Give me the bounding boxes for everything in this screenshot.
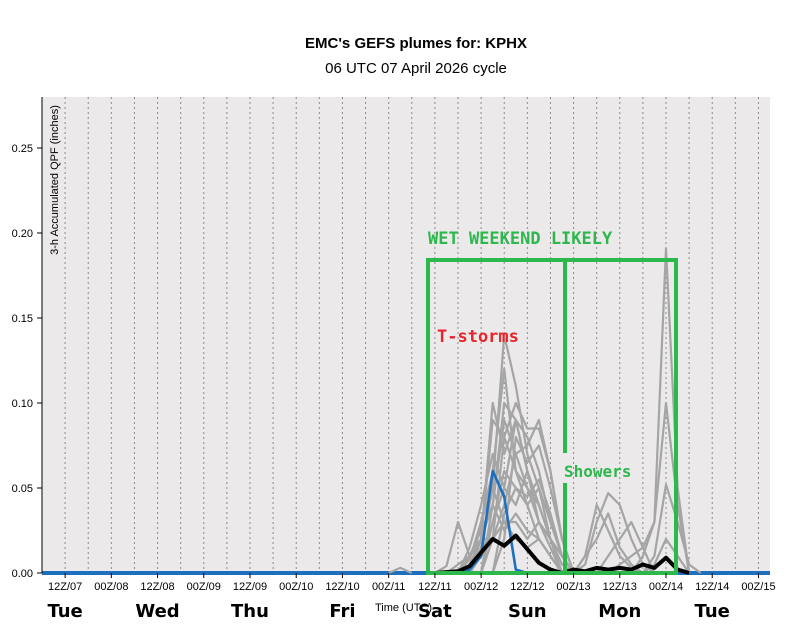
y-tick-label: 0.00 [12, 568, 33, 580]
y-tick-label: 0.25 [12, 143, 33, 155]
control-run-line [457, 469, 528, 575]
x-tick-label: 12Z/07 [48, 581, 82, 593]
annotation-showers: Showers [564, 462, 631, 481]
ensemble-member-line [480, 418, 564, 574]
y-tick-label: 0.15 [12, 313, 33, 325]
day-label: Tue [47, 601, 82, 622]
day-label: Thu [231, 601, 269, 622]
ensemble-member-line [456, 418, 564, 574]
day-label: Sun [508, 601, 547, 622]
x-tick-label: 00Z/12 [464, 581, 498, 593]
ensemble-member-line [491, 435, 575, 574]
ensemble-member-line [388, 566, 413, 575]
axes: 0.00 0.05 0.10 0.15 0.20 0.25 12Z/07 00Z/08 12Z/… [12, 97, 776, 593]
x-tick-label: 00Z/15 [741, 581, 775, 593]
x-tick-label: 00Z/14 [649, 581, 683, 593]
y-tick-label: 0.20 [12, 228, 33, 240]
x-tick-label: 12Z/13 [603, 581, 637, 593]
plot-area [42, 97, 770, 573]
x-tick-label: 00Z/09 [187, 581, 221, 593]
ensemble-member-line [641, 483, 702, 574]
day-label: Tue [695, 601, 730, 622]
annotation-t-storms: T-storms [437, 327, 519, 347]
day-label: Wed [135, 601, 179, 622]
y-tick-label: 0.10 [12, 398, 33, 410]
x-tick-label: 12Z/09 [233, 581, 267, 593]
x-tick-label: 00Z/13 [556, 581, 590, 593]
day-label: Fri [329, 601, 355, 622]
chart-title: EMC's GEFS plumes for: KPHX [305, 35, 527, 52]
grid-lines [64, 97, 759, 573]
x-axis-label: Time (UTC) [375, 602, 432, 614]
x-tick-label: 12Z/11 [418, 581, 451, 593]
x-tick-label: 12Z/14 [695, 581, 729, 593]
chart-subtitle: 06 UTC 07 April 2026 cycle [325, 60, 507, 77]
x-tick-label: 12Z/10 [325, 581, 359, 593]
annotation-wet-weekend: WET WEEKEND LIKELY [428, 229, 613, 249]
x-tick-label: 00Z/08 [94, 581, 128, 593]
x-tick-label: 12Z/12 [510, 581, 544, 593]
wet-weekend-box [426, 258, 678, 575]
day-label: Mon [598, 601, 641, 622]
y-axis-label: 3-h Accumulated QPF (inches) [49, 105, 61, 255]
x-tick-label: 00Z/10 [279, 581, 313, 593]
annotation-boxes [426, 258, 678, 575]
y-tick-label: 0.05 [12, 483, 33, 495]
x-tick-label: 00Z/11 [372, 581, 405, 593]
day-label: Sat [418, 601, 452, 622]
ensemble-member-line [630, 247, 691, 574]
ensemble-member-line [480, 418, 575, 574]
x-tick-label: 12Z/08 [140, 581, 174, 593]
day-labels: Tue Wed Thu Fri Sat Sun Mon Tue [47, 601, 729, 622]
